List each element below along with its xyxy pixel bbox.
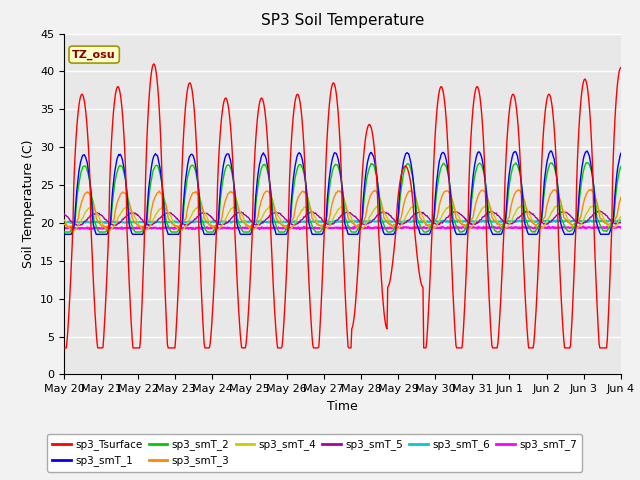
Y-axis label: Soil Temperature (C): Soil Temperature (C) <box>22 140 35 268</box>
Title: SP3 Soil Temperature: SP3 Soil Temperature <box>260 13 424 28</box>
X-axis label: Time: Time <box>327 400 358 413</box>
Text: TZ_osu: TZ_osu <box>72 49 116 60</box>
Legend: sp3_Tsurface, sp3_smT_1, sp3_smT_2, sp3_smT_3, sp3_smT_4, sp3_smT_5, sp3_smT_6, : sp3_Tsurface, sp3_smT_1, sp3_smT_2, sp3_… <box>47 434 582 471</box>
